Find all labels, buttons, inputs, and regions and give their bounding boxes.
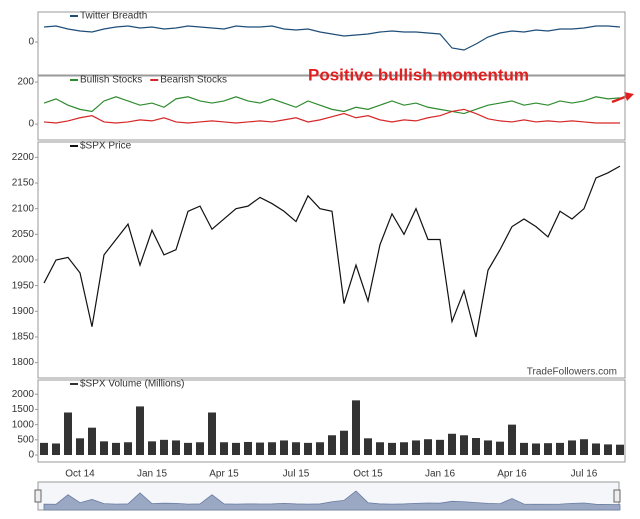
y-tick-label: 0 — [28, 37, 34, 48]
bar — [292, 442, 300, 456]
x-tick-label: Apr 16 — [497, 469, 527, 480]
bar — [532, 443, 540, 456]
bar — [76, 438, 84, 456]
y-tick-label: 1900 — [12, 306, 35, 317]
y-tick-label: 2050 — [12, 229, 35, 240]
bar — [256, 442, 264, 456]
y-tick-label: 1950 — [12, 280, 35, 291]
x-tick-label: Jan 15 — [137, 469, 167, 480]
series-line — [43, 25, 621, 51]
bar — [196, 442, 204, 456]
bar — [376, 442, 384, 456]
bar — [472, 438, 480, 456]
bar — [160, 439, 168, 456]
series-line — [43, 165, 621, 338]
bar — [40, 442, 48, 456]
bar — [100, 441, 108, 456]
bar — [556, 442, 564, 456]
navigator-handle — [613, 489, 621, 503]
bar — [604, 444, 612, 456]
bar — [424, 439, 432, 456]
y-tick-label: 200 — [17, 77, 34, 88]
bar — [184, 442, 192, 456]
y-tick-label: 2200 — [12, 152, 35, 163]
series-line — [43, 96, 621, 115]
bar — [352, 400, 360, 456]
legend-label: $SPX Price — [80, 141, 132, 152]
bar — [172, 440, 180, 456]
bar — [508, 424, 516, 456]
bar — [364, 438, 372, 456]
x-tick-label: Jul 15 — [283, 469, 310, 480]
bar — [400, 442, 408, 456]
x-tick-label: Oct 14 — [65, 469, 95, 480]
bar — [124, 442, 132, 456]
bar — [592, 443, 600, 456]
y-tick-label: 500 — [17, 434, 34, 445]
legend-label: Bearish Stocks — [160, 75, 227, 86]
bar — [88, 427, 96, 456]
bar — [148, 441, 156, 456]
panel-frame — [37, 75, 626, 141]
bar — [280, 440, 288, 456]
bar — [568, 440, 576, 456]
bar — [136, 406, 144, 456]
y-tick-label: 1850 — [12, 332, 35, 343]
y-tick-label: 2000 — [12, 389, 35, 400]
bar — [304, 442, 312, 456]
x-tick-label: Oct 15 — [353, 469, 383, 480]
bar — [340, 430, 348, 456]
legend-label: Bullish Stocks — [80, 75, 142, 86]
bar — [616, 444, 624, 456]
bar — [496, 441, 504, 456]
bar — [208, 412, 216, 456]
bar — [232, 442, 240, 456]
bar — [484, 440, 492, 456]
x-tick-label: Jan 16 — [425, 469, 455, 480]
y-tick-label: 2100 — [12, 203, 35, 214]
y-tick-label: 1000 — [12, 419, 35, 430]
x-tick-label: Apr 15 — [209, 469, 239, 480]
bar — [520, 442, 528, 456]
bar — [268, 442, 276, 456]
bar — [436, 439, 444, 456]
bar — [544, 443, 552, 456]
panel-frame — [37, 379, 626, 463]
y-tick-label: 2000 — [12, 255, 35, 266]
x-tick-label: Jul 16 — [571, 469, 598, 480]
annotation: Positive bullish momentum — [308, 65, 529, 84]
bar — [388, 442, 396, 456]
bar — [220, 442, 228, 456]
bar — [244, 441, 252, 456]
bar — [328, 435, 336, 456]
y-tick-label: 0 — [28, 450, 34, 461]
bar — [112, 442, 120, 456]
watermark: TradeFollowers.com — [527, 367, 617, 378]
y-tick-label: 2150 — [12, 178, 35, 189]
series-line — [43, 108, 620, 124]
bar — [52, 443, 60, 456]
y-tick-label: 1500 — [12, 404, 35, 415]
bar — [448, 433, 456, 456]
navigator-handle — [34, 489, 42, 503]
y-tick-label: 1800 — [12, 357, 35, 368]
y-tick-label: 0 — [28, 119, 34, 130]
bar — [64, 412, 72, 456]
bar — [580, 439, 588, 456]
navigator-area — [43, 490, 621, 511]
legend-label: $SPX Volume (Millions) — [80, 379, 184, 390]
panel-frame — [37, 11, 626, 76]
legend-label: Twitter Breadth — [80, 11, 147, 22]
bar — [316, 442, 324, 456]
arrow-head — [624, 92, 634, 101]
bar — [412, 440, 420, 456]
bar — [460, 435, 468, 456]
